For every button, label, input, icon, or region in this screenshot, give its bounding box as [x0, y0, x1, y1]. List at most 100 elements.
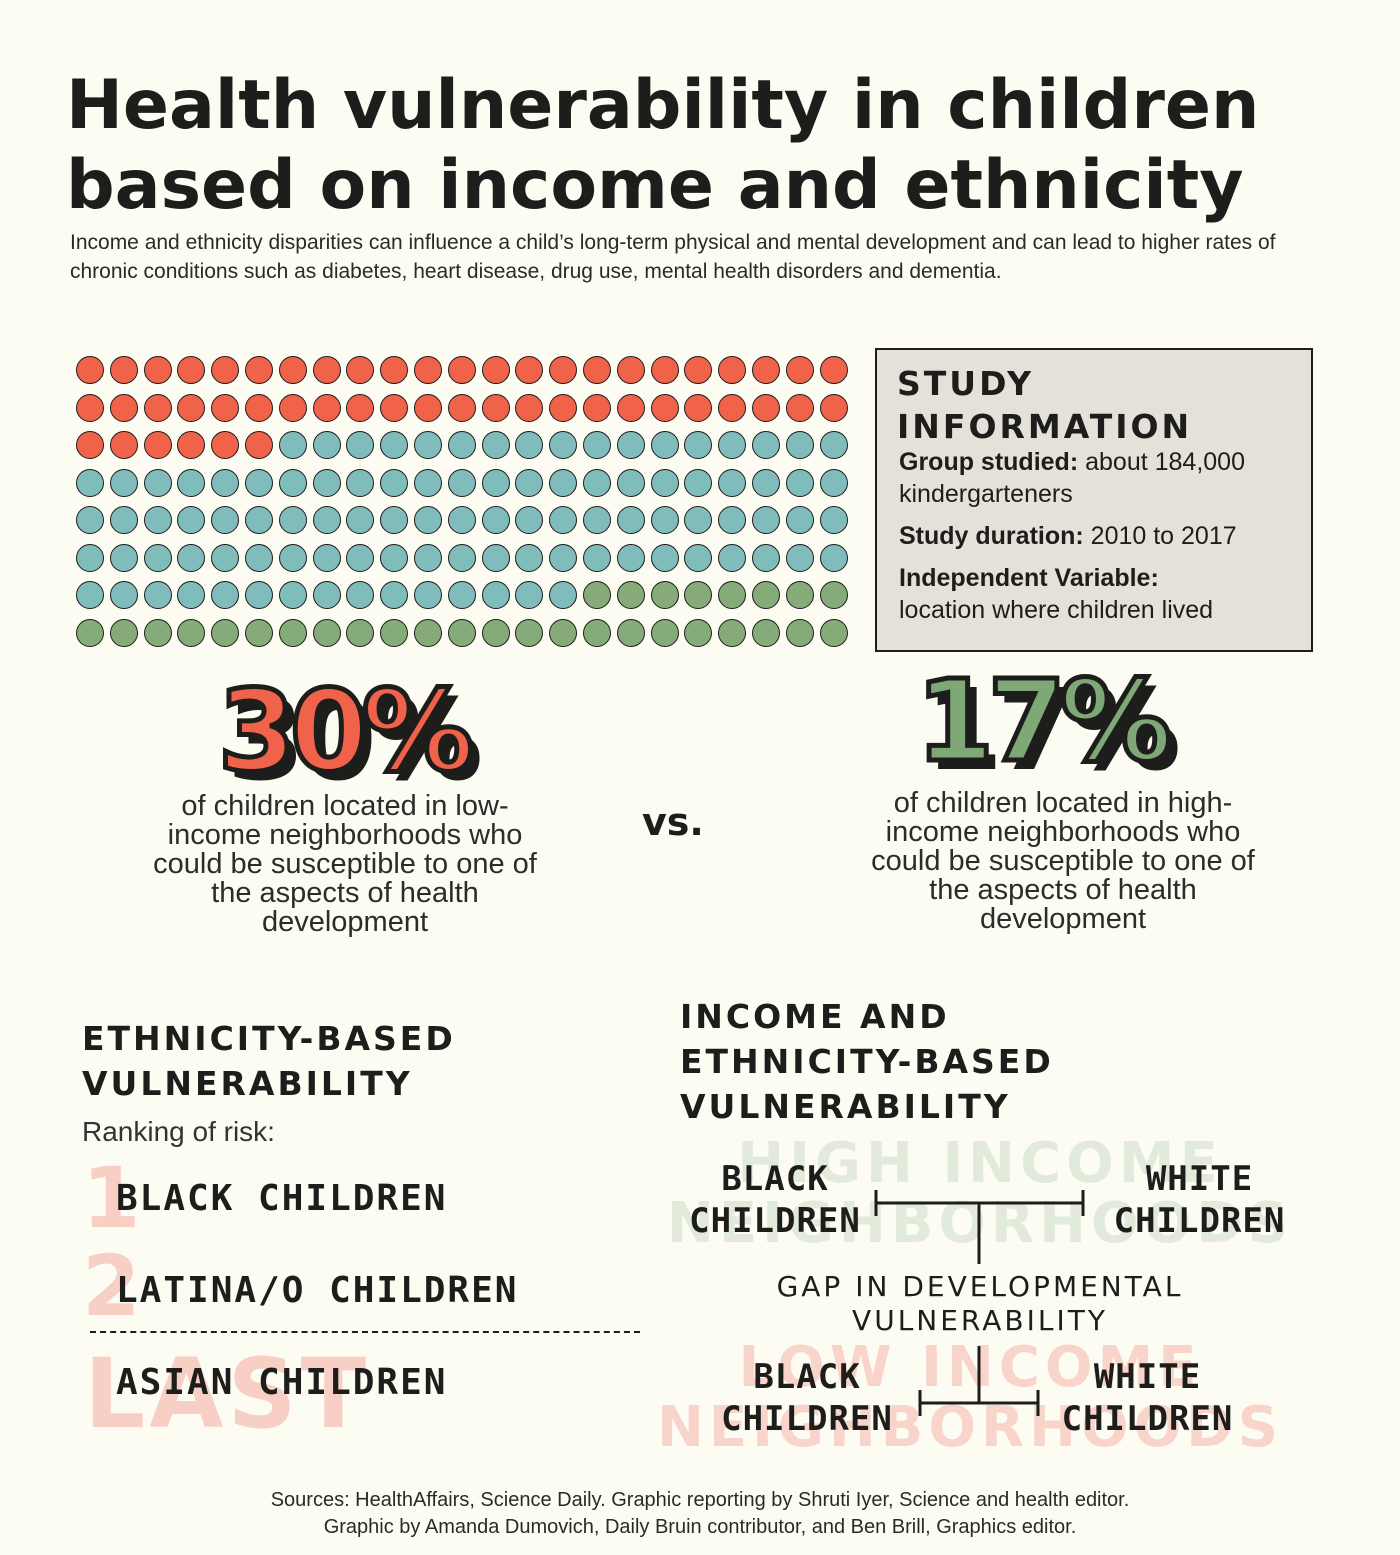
page-subtitle: Income and ethnicity disparities can inf… [70, 231, 1276, 283]
waffle-dot-green [616, 581, 645, 609]
gap-line-1: GAP IN DEVELOPMENTAL [776, 1270, 1184, 1303]
rank-name-last: ASIAN CHILDREN [116, 1362, 448, 1403]
waffle-dot-teal [718, 506, 747, 534]
waffle-dot-teal [785, 468, 814, 497]
waffle-dot-teal [211, 468, 240, 497]
waffle-dot-red [481, 356, 510, 384]
waffle-dot-teal [143, 543, 172, 572]
study-info-box: STUDY INFORMATION Group studied: about 1… [875, 348, 1313, 652]
waffle-dot-teal [76, 543, 104, 572]
waffle-dot-teal [583, 468, 611, 497]
waffle-dot-red [414, 356, 442, 384]
waffle-dot-teal [312, 431, 341, 459]
waffle-dot-teal [346, 506, 375, 534]
waffle-dot-teal [211, 581, 240, 609]
waffle-dot-teal [481, 581, 510, 609]
income-heading-line-2: ETHNICITY-BASED [680, 1042, 1054, 1081]
waffle-dot-red [414, 393, 442, 422]
waffle-dot-teal [109, 543, 138, 572]
waffle-dot-teal [515, 468, 544, 497]
waffle-dot-green [380, 618, 409, 647]
waffle-dot-teal [177, 468, 206, 497]
waffle-dot-green [346, 618, 375, 647]
waffle-dot-red [278, 356, 307, 384]
low-income-percentage: 30% [215, 667, 476, 797]
study-group-value: about 184,000 kindergarteners [899, 448, 1245, 508]
waffle-dot-teal [278, 543, 307, 572]
waffle-dot-red [211, 356, 240, 384]
sources-line-1: Sources: HealthAffairs, Science Daily. G… [270, 1489, 1130, 1511]
rank-divider [90, 1331, 640, 1333]
waffle-dot-teal [447, 431, 476, 459]
waffle-dot-red [109, 431, 138, 459]
waffle-dot-red [245, 356, 273, 384]
waffle-dot-teal [346, 431, 375, 459]
study-title-line-2: INFORMATION [897, 407, 1193, 446]
low-income-description: of children located in low-income neighb… [153, 790, 537, 938]
waffle-dot-red [177, 431, 206, 459]
low-black-line-1: BLACK [753, 1357, 861, 1397]
waffle-dot-red [447, 393, 476, 422]
waffle-dot-teal [549, 581, 578, 609]
waffle-dot-teal [752, 506, 780, 534]
waffle-dot-teal [278, 431, 307, 459]
study-variable-value: location where children lived [899, 596, 1214, 624]
waffle-dot-teal [211, 543, 240, 572]
study-group-label: Group studied: [899, 448, 1079, 476]
waffle-dot-green [515, 618, 544, 647]
waffle-dot-teal [819, 543, 848, 572]
high-income-black-label: BLACK CHILDREN [680, 1158, 870, 1242]
waffle-dot-teal [819, 468, 848, 497]
gap-line-2: VULNERABILITY [852, 1304, 1108, 1337]
high-black-line-2: CHILDREN [689, 1201, 861, 1241]
waffle-dot-teal [515, 506, 544, 534]
title-line-1: Health vulnerability in children [66, 66, 1260, 145]
waffle-dot-red [177, 393, 206, 422]
waffle-dot-teal [414, 431, 442, 459]
waffle-dot-teal [684, 468, 713, 497]
low-income-bg-line-1: LOW INCOME [738, 1335, 1202, 1400]
high-income-description: of children located in high-income neigh… [871, 787, 1255, 935]
waffle-dot-teal [211, 506, 240, 534]
study-info-title: STUDY INFORMATION [897, 362, 1192, 448]
waffle-dot-teal [414, 581, 442, 609]
study-variable: Independent Variable: location where chi… [899, 562, 1299, 626]
waffle-dot-teal [278, 468, 307, 497]
waffle-dot-teal [245, 543, 273, 572]
waffle-dot-teal [718, 543, 747, 572]
waffle-dot-teal [312, 581, 341, 609]
waffle-dot-teal [177, 506, 206, 534]
waffle-dot-teal [76, 468, 104, 497]
ethnicity-heading-line-1: ETHNICITY-BASED [82, 1019, 456, 1058]
waffle-dot-teal [752, 468, 780, 497]
rank-number-last: LAST [84, 1338, 371, 1450]
waffle-dot-red [109, 393, 138, 422]
waffle-dot-teal [143, 468, 172, 497]
waffle-dot-teal [481, 543, 510, 572]
waffle-dot-teal [583, 431, 611, 459]
waffle-dot-teal [752, 543, 780, 572]
waffle-dot-red [245, 393, 273, 422]
waffle-dot-red [718, 393, 747, 422]
waffle-dot-teal [380, 543, 409, 572]
waffle-dot-teal [616, 543, 645, 572]
waffle-dot-red [143, 431, 172, 459]
low-income-bg-line-2: NEIGHBORHOODS [656, 1395, 1284, 1460]
waffle-dot-green [785, 618, 814, 647]
waffle-dot-red [785, 393, 814, 422]
waffle-dot-teal [312, 543, 341, 572]
waffle-dot-teal [650, 431, 679, 459]
waffle-dot-red [515, 393, 544, 422]
waffle-dot-red [684, 356, 713, 384]
waffle-dot-teal [380, 468, 409, 497]
waffle-dot-green [245, 618, 273, 647]
waffle-dot-red [650, 393, 679, 422]
ethnicity-heading: ETHNICITY-BASED VULNERABILITY [82, 1016, 456, 1106]
waffle-dot-green [312, 618, 341, 647]
rank-name-2: LATINA/O CHILDREN [116, 1270, 519, 1311]
waffle-dot-red [616, 393, 645, 422]
income-ethnicity-heading: INCOME AND ETHNICITY-BASED VULNERABILITY [680, 994, 1054, 1129]
waffle-dot-teal [109, 506, 138, 534]
waffle-dot-teal [819, 431, 848, 459]
waffle-dot-teal [76, 506, 104, 534]
